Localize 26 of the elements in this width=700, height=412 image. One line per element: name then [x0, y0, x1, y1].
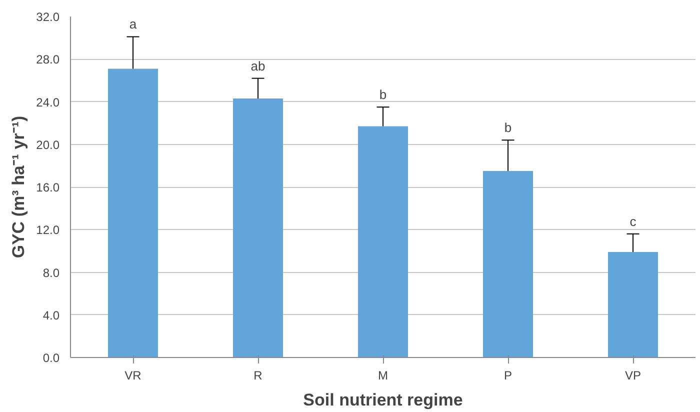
y-tick-label: 12.0: [36, 223, 60, 238]
bar: [108, 68, 158, 358]
y-tick-label: 16.0: [36, 180, 60, 194]
annotation: b: [379, 87, 387, 102]
bar: [233, 98, 283, 358]
x-tick-label: R: [254, 368, 263, 382]
x-tick-label: M: [378, 368, 388, 382]
y-tick-label: 32.0: [36, 10, 60, 24]
annotation: b: [504, 120, 512, 136]
annotation: a: [129, 16, 138, 32]
x-tick-label: VP: [624, 368, 642, 382]
y-tick-label: 28.0: [36, 52, 60, 67]
x-tick-label: VR: [124, 368, 142, 382]
y-tick-label: 24.0: [36, 95, 60, 110]
y-tick-label: 0.0: [42, 351, 60, 365]
x-axis-title: Soil nutrient regime: [303, 390, 463, 410]
annotation: c: [630, 214, 637, 229]
y-tick-label: 20.0: [36, 138, 60, 152]
annotation: ab: [250, 58, 266, 74]
bar: [358, 126, 408, 358]
y-tick-label: 8.0: [42, 266, 60, 280]
y-axis-title: GYC (m³ ha⁻¹ yr⁻¹): [9, 116, 28, 258]
x-tick-label: P: [504, 368, 512, 382]
bar: [608, 252, 658, 358]
y-tick-label: 4.0: [42, 308, 60, 322]
bar: [483, 171, 533, 358]
